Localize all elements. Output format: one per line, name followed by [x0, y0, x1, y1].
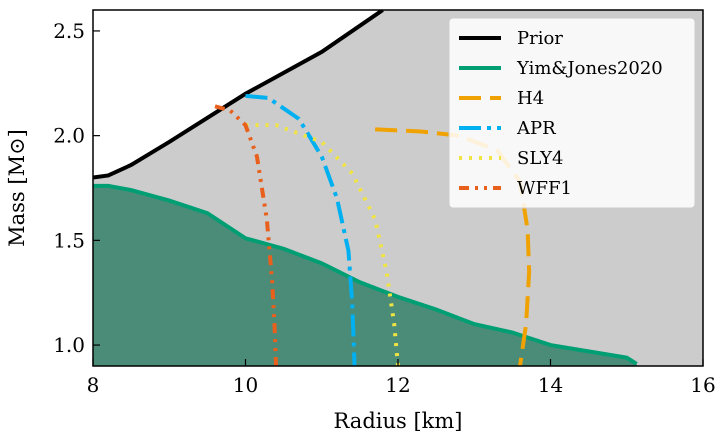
y-tick-label: 2.5 [53, 19, 85, 43]
legend-box [448, 17, 696, 209]
x-tick-label: 16 [690, 373, 715, 397]
y-axis-label: Mass [M⊙] [5, 129, 29, 247]
legend-label-wff1: WFF1 [517, 178, 572, 199]
series-prior-line [93, 10, 384, 180]
y-tick-label: 1.0 [53, 333, 85, 357]
series-apr-line [245, 93, 357, 366]
legend-label-yim-jones2020: Yim&Jones2020 [516, 58, 663, 79]
legend-label-h4: H4 [517, 88, 544, 109]
series-sly4-line [245, 123, 400, 366]
legend-label-prior: Prior [517, 28, 563, 49]
x-tick-label: 14 [538, 373, 563, 397]
x-tick-label: 10 [233, 373, 258, 397]
x-axis-label: Radius [km] [334, 409, 463, 433]
series-wff1-line [214, 104, 278, 366]
legend-label-apr: APR [516, 118, 556, 139]
legend-label-sly4: SLY4 [517, 148, 563, 169]
prior-excluded-region [93, 10, 383, 178]
series-yim-jones2020-area [93, 185, 637, 366]
series-yim-jones2020-line [93, 183, 638, 366]
y-tick-label: 1.5 [53, 228, 85, 252]
x-tick-label: 12 [385, 373, 410, 397]
x-tick-label: 8 [87, 373, 100, 397]
y-tick-label: 2.0 [53, 124, 85, 148]
legend: Prior Yim&Jones2020 H4 APR SLY4 WFF1 [448, 17, 696, 209]
